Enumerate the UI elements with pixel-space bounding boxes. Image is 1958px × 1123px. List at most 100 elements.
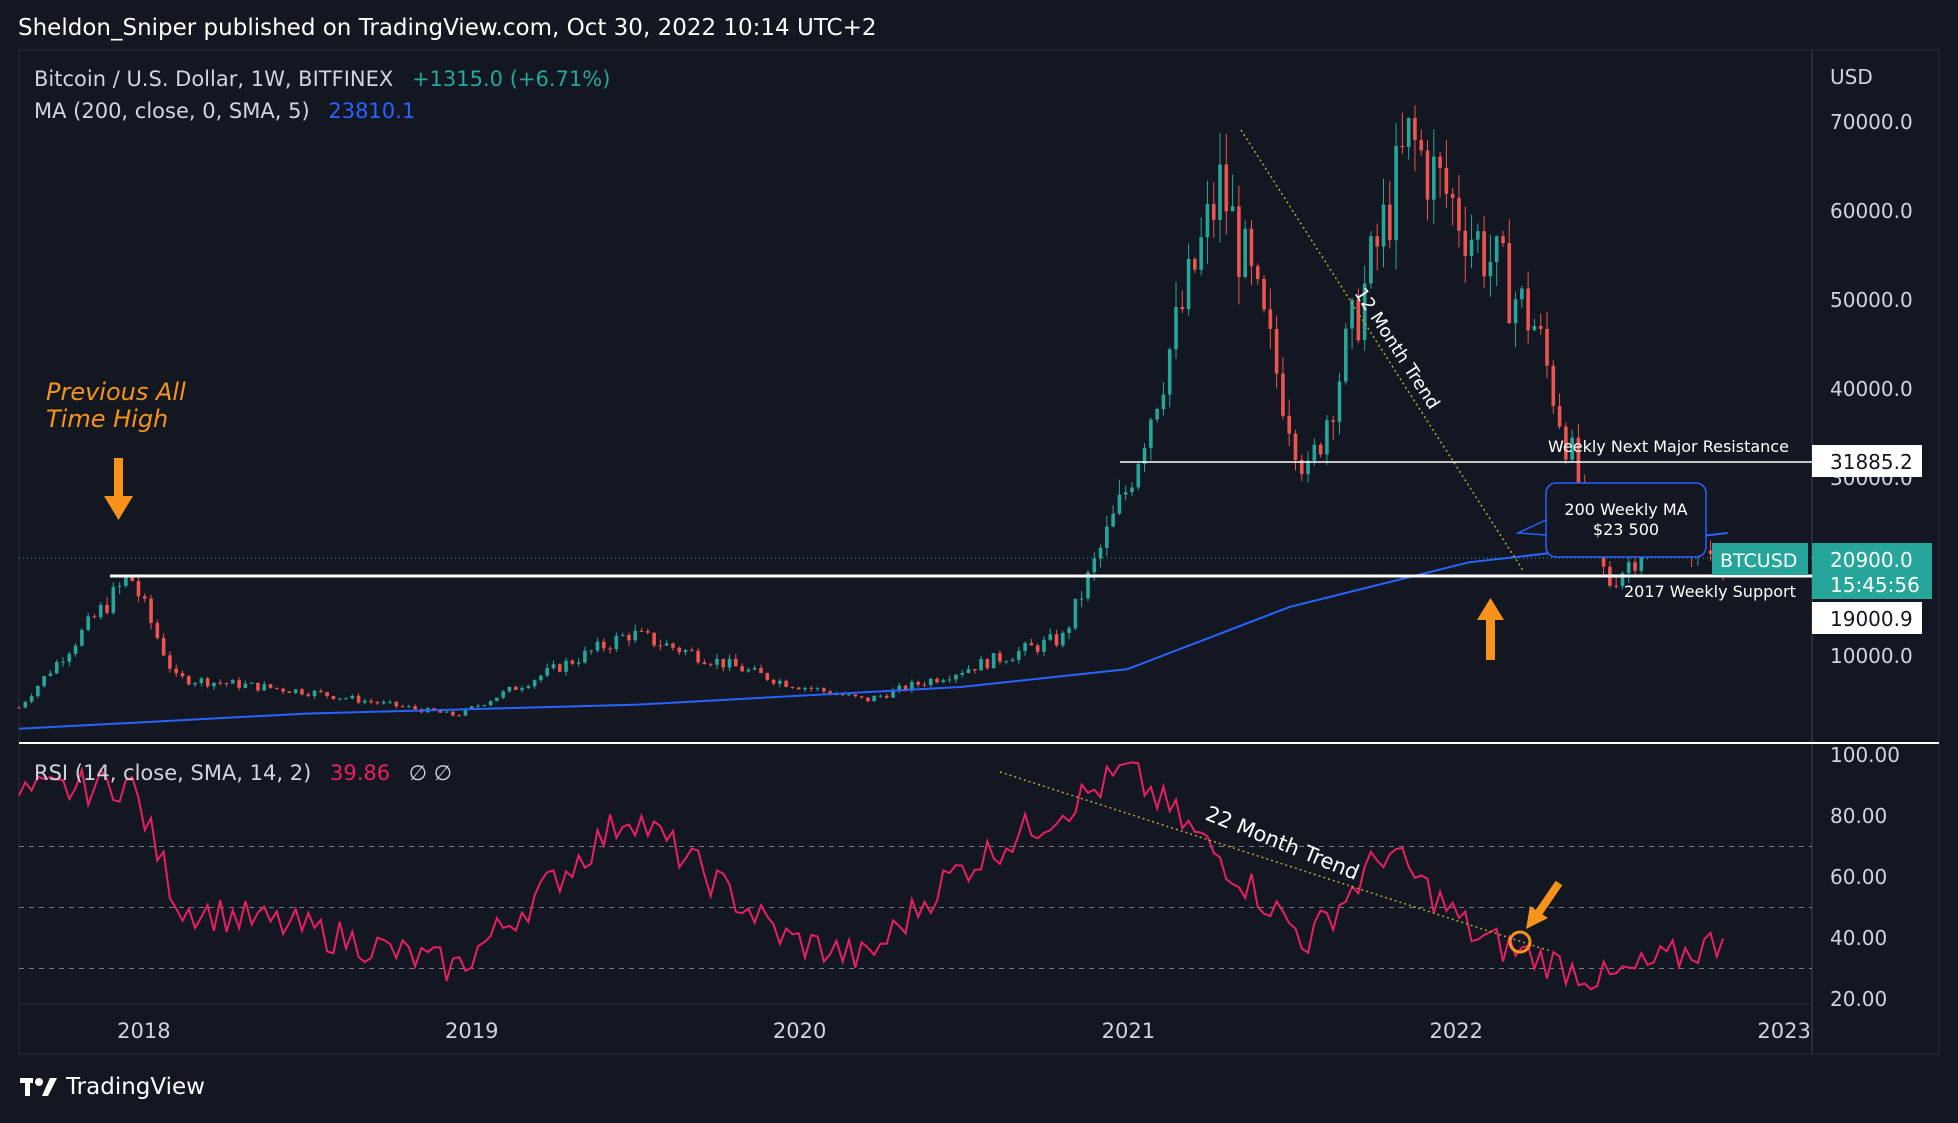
candle-body — [130, 577, 134, 582]
candle-body — [1149, 419, 1153, 449]
price-tick-label: 10000.0 — [1830, 644, 1913, 668]
resistance-text: Weekly Next Major Resistance — [1548, 437, 1789, 456]
twenty-two-month-trend-label: 22 Month Trend — [1202, 801, 1362, 884]
rsi-tick-label: 80.00 — [1830, 804, 1887, 828]
candle-body — [1205, 203, 1210, 238]
candle-body — [557, 664, 562, 672]
candle-body — [363, 700, 367, 703]
time-tick-label: 2022 — [1430, 1019, 1483, 1043]
candle-body — [199, 678, 204, 684]
candle-body — [488, 701, 493, 706]
candle-body — [218, 682, 223, 684]
candle-body — [1117, 494, 1122, 514]
candle-body — [847, 694, 851, 696]
candle-body — [1029, 643, 1034, 646]
candle-body — [627, 635, 631, 641]
candle-body — [29, 696, 34, 702]
candle-body — [80, 629, 84, 646]
tradingview-logo-icon — [20, 1078, 57, 1096]
candle-body — [407, 706, 411, 708]
ma-legend-label[interactable]: MA (200, close, 0, SMA, 5) — [34, 99, 310, 123]
price-axis-ticks: 70000.060000.050000.040000.030000.010000… — [1830, 110, 1913, 668]
rsi-legend-label[interactable]: RSI (14, close, SMA, 14, 2) — [34, 761, 312, 785]
candle-body — [1161, 394, 1166, 409]
candle-body — [1356, 299, 1361, 341]
rsi-legend-value: 39.86 — [329, 761, 391, 785]
candle-body — [897, 685, 902, 691]
candle-body — [564, 660, 568, 672]
candle-body — [54, 662, 59, 674]
candle-body — [444, 711, 449, 713]
candle-body — [1268, 309, 1273, 329]
candle-body — [1249, 228, 1254, 267]
candle-body — [1180, 306, 1185, 310]
candle-body — [947, 679, 952, 681]
candle-body — [1513, 299, 1518, 324]
candle-body — [702, 662, 707, 665]
candle-body — [652, 632, 656, 646]
candle-body — [803, 687, 807, 690]
symbol-name[interactable]: Bitcoin / U.S. Dollar, 1W, BITFINEX — [34, 67, 394, 91]
candle-body — [1224, 164, 1229, 212]
candle-body — [1306, 460, 1310, 475]
candle-body — [991, 653, 996, 669]
candle-body — [205, 678, 210, 687]
candle-body — [734, 658, 738, 667]
ma-200-line — [18, 532, 1728, 730]
candle-body — [1394, 145, 1398, 241]
twelve-month-trend-label: 12 Month Trend — [1350, 284, 1444, 413]
ma-legend[interactable]: MA (200, close, 0, SMA, 5) 23810.1 — [34, 99, 415, 123]
candle-body — [67, 653, 72, 662]
candle-body — [86, 616, 90, 630]
candle-body — [1381, 204, 1386, 247]
time-tick-label: 2018 — [117, 1019, 170, 1043]
candle-body — [545, 668, 549, 676]
candle-body — [796, 687, 801, 690]
candle-body — [620, 635, 625, 637]
candle-body — [142, 596, 147, 599]
candle-body — [17, 707, 21, 709]
ma-callout-line1: 200 Weekly MA — [1564, 500, 1687, 519]
candle-body — [985, 659, 990, 669]
ma-callout-pointer — [1515, 519, 1547, 536]
candle-body — [1494, 236, 1499, 263]
rsi-tick-label: 20.00 — [1830, 987, 1887, 1011]
candle-body — [268, 684, 273, 688]
candle-body — [727, 658, 732, 668]
candle-body — [1325, 420, 1329, 455]
rsi-tick-label: 100.00 — [1830, 743, 1900, 767]
candle-body — [1123, 492, 1128, 495]
candle-body — [1067, 628, 1071, 633]
candle-body — [1532, 325, 1537, 331]
candle-body — [828, 691, 832, 695]
candle-body — [1564, 426, 1568, 460]
candle-body — [1419, 139, 1424, 151]
candle-body — [1237, 206, 1241, 277]
candle-body — [124, 577, 128, 586]
resistance-price-badge — [1812, 445, 1922, 477]
candle-body — [1482, 231, 1486, 277]
candle-body — [1186, 258, 1191, 310]
candle-body — [891, 690, 895, 698]
btc-price-badge — [1812, 543, 1932, 599]
candle-body — [715, 658, 719, 665]
candle-body — [1520, 288, 1524, 300]
candle-body — [1476, 231, 1480, 240]
candle-body — [677, 647, 682, 653]
candle-body — [369, 700, 373, 703]
candle-body — [1576, 437, 1581, 483]
candle-body — [1318, 444, 1323, 455]
symbol-legend[interactable]: Bitcoin / U.S. Dollar, 1W, BITFINEX +131… — [34, 67, 610, 91]
candle-body — [1551, 365, 1556, 407]
tradingview-logo[interactable]: TradingView — [20, 1074, 205, 1100]
candle-body — [922, 684, 927, 686]
candle-body — [1545, 328, 1549, 366]
candle-body — [840, 694, 845, 696]
candle-body — [1438, 156, 1442, 168]
candle-body — [180, 673, 185, 677]
candle-body — [1199, 237, 1203, 270]
rsi-legend[interactable]: RSI (14, close, SMA, 14, 2) 39.86 ∅ ∅ — [34, 761, 452, 785]
candle-body — [1343, 328, 1348, 382]
candle-body — [1614, 585, 1618, 587]
